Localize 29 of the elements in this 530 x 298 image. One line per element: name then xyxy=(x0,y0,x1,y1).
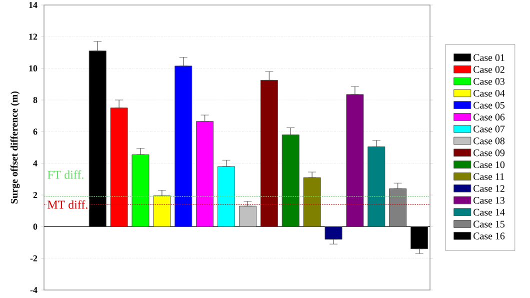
legend-label: Case 10 xyxy=(474,161,505,168)
legend-label: Case 01 xyxy=(474,54,504,61)
legend-label: Case 07 xyxy=(474,126,505,132)
legend-label: Case 09 xyxy=(474,149,505,156)
legend-label: Case 06 xyxy=(474,114,505,120)
y-tick-label: 0 xyxy=(33,224,38,230)
y-tick-label: -4 xyxy=(30,287,38,293)
legend-label: Case 11 xyxy=(474,173,504,180)
y-tick-label: 8 xyxy=(33,96,38,104)
legend-label: Case 04 xyxy=(474,90,505,97)
legend-label: Case 08 xyxy=(474,138,505,144)
y-tick-label: 6 xyxy=(33,128,38,135)
legend-label: Case 13 xyxy=(474,197,505,204)
legend-label: Case 12 xyxy=(474,185,504,192)
legend-label: Case 05 xyxy=(474,102,505,109)
legend-label: Case 16 xyxy=(474,232,505,240)
y-tick-label: 4 xyxy=(33,160,38,166)
y-tick-label: 14 xyxy=(29,2,38,8)
legend-label: Case 15 xyxy=(474,220,505,228)
y-tick-label: 10 xyxy=(29,65,38,72)
y-tick-label: -2 xyxy=(30,255,38,262)
legend-label: Case 03 xyxy=(474,78,505,85)
y-tick-label: 12 xyxy=(29,34,38,40)
y-tick-label: 2 xyxy=(33,192,38,198)
y-axis-title: Surge offset difference (m) xyxy=(10,91,20,204)
legend-label: Case 14 xyxy=(474,208,505,216)
ref-line-label: MT diff. xyxy=(48,200,88,209)
legend-label: Case 02 xyxy=(474,66,504,73)
ref-line-label: FT diff. xyxy=(48,170,84,179)
